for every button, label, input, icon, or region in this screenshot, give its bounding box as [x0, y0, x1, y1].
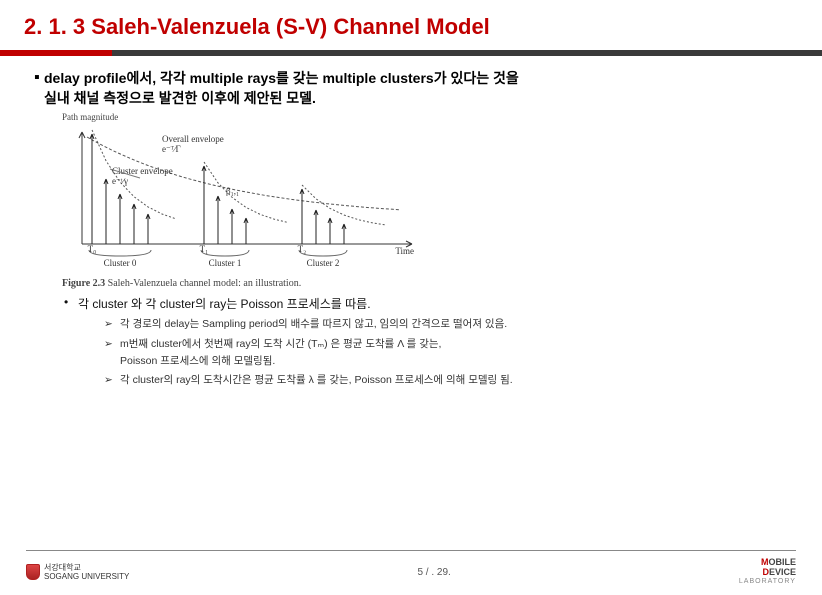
lead-line-2: 실내 채널 측정으로 발견한 이후에 제안된 모델. [44, 88, 519, 108]
title-underline [0, 50, 822, 56]
svg-text:Cluster 1: Cluster 1 [209, 258, 242, 268]
sv-chart: Time Overall envelopee⁻ᵀ∕Γ Cluster 0 T₀ Clus… [62, 122, 442, 272]
arrow-icon: ➢ [104, 372, 120, 389]
sub-list-text: 각 cluster의 ray의 도착시간은 평균 도착률 λ 를 갖는, Poi… [120, 372, 513, 389]
svg-text:Time: Time [395, 246, 414, 256]
sub-list-text: m번째 cluster에서 첫번째 ray의 도착 시간 (Tₘ) 은 평균 도… [120, 336, 441, 370]
svg-text:Cluster envelope: Cluster envelope [112, 166, 173, 176]
svg-text:T₀: T₀ [88, 244, 97, 254]
sub-list-item: ➢각 경로의 delay는 Sampling period의 배수를 따르지 않… [104, 316, 792, 333]
figure-caption-text: Saleh-Valenzuela channel model: an illus… [105, 278, 301, 289]
svg-text:Overall envelope: Overall envelope [162, 134, 224, 144]
sub-bullet-text: 각 cluster 와 각 cluster의 ray는 Poisson 프로세스… [78, 295, 371, 312]
svg-text:β₁,₁: β₁,₁ [226, 186, 239, 196]
page-number: 5 / . 29. [417, 567, 450, 578]
svg-text:T₂: T₂ [298, 244, 307, 254]
lab-logo: MOBILE DEVICE LABORATORY [739, 557, 796, 587]
chart-y-label: Path magnitude [62, 112, 442, 122]
svg-text:e⁻ᵀ∕Γ: e⁻ᵀ∕Γ [162, 144, 181, 154]
sub-bullet: • 각 cluster 와 각 cluster의 ray는 Poisson 프로… [64, 295, 792, 312]
page-title: 2. 1. 3 Saleh-Valenzuela (S-V) Channel M… [24, 14, 802, 40]
sub-list-text: 각 경로의 delay는 Sampling period의 배수를 따르지 않고… [120, 316, 507, 333]
shield-icon [26, 564, 40, 580]
figure-caption-number: Figure 2.3 [62, 278, 105, 289]
svg-text:e⁻ᵗ∕γ: e⁻ᵗ∕γ [112, 176, 128, 186]
sub-list-item: ➢m번째 cluster에서 첫번째 ray의 도착 시간 (Tₘ) 은 평균 … [104, 336, 792, 370]
arrow-icon: ➢ [104, 316, 120, 333]
svg-text:Cluster 2: Cluster 2 [307, 258, 340, 268]
lead-bullet: ▪ delay profile에서, 각각 multiple rays를 갖는 … [34, 68, 792, 108]
sub-list-item: ➢각 cluster의 ray의 도착시간은 평균 도착률 λ 를 갖는, Po… [104, 372, 792, 389]
arrow-icon: ➢ [104, 336, 120, 370]
university-logo: 서강대학교 SOGANG UNIVERSITY [26, 563, 129, 581]
sub-list: ➢각 경로의 delay는 Sampling period의 배수를 따르지 않… [104, 316, 792, 389]
svg-text:Cluster 0: Cluster 0 [104, 258, 137, 268]
lab-logo-r2: EVICE [769, 567, 796, 577]
figure-caption: Figure 2.3 Saleh-Valenzuela channel mode… [62, 278, 442, 289]
lab-logo-lab: LABORATORY [739, 577, 796, 587]
figure-block: Path magnitude Time Overall envelopee⁻ᵀ∕Γ… [62, 112, 442, 289]
lead-line-1: delay profile에서, 각각 multiple rays를 갖는 mu… [44, 68, 519, 88]
lab-logo-r1: OBILE [768, 557, 796, 567]
page-footer: 서강대학교 SOGANG UNIVERSITY 5 / . 29. MOBILE… [0, 550, 822, 587]
svg-text:T₁: T₁ [200, 244, 209, 254]
university-name-kr: 서강대학교 [44, 563, 129, 572]
university-name-en: SOGANG UNIVERSITY [44, 572, 129, 581]
